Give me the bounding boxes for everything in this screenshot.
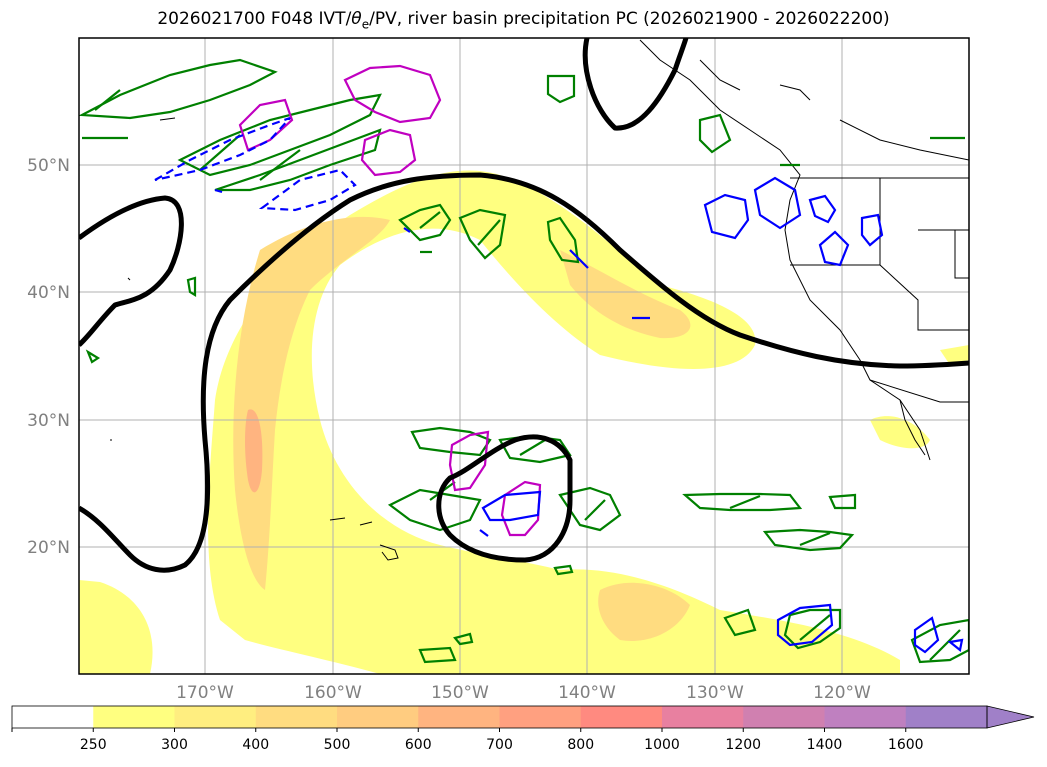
- ivt-core-north: [233, 216, 390, 591]
- colorbar-box: [418, 706, 500, 728]
- colorbar-tick-label: 600: [405, 737, 432, 753]
- colorbar-tick-label: 1600: [888, 737, 924, 753]
- ivt-core-east: [560, 250, 691, 339]
- colorbar-tick-label: 250: [80, 737, 107, 753]
- lon-labels: 170°W 160°W 150°W 140°W 130°W 120°W: [176, 683, 871, 703]
- colorbar-box: [93, 706, 175, 728]
- ivt-peak: [245, 409, 263, 493]
- ivt-core-south: [598, 582, 690, 641]
- colorbar-boxes: [12, 706, 988, 728]
- colorbar-ticks: 250 300 400 500 600 700 800 1000 1200 1400 1600: [11, 728, 924, 753]
- colorbar-box: [905, 706, 988, 728]
- coastlines: [110, 39, 969, 561]
- wind-contours: [154, 116, 964, 654]
- colorbar-tick-label: 300: [161, 737, 188, 753]
- colorbar-box: [12, 706, 94, 728]
- colorbar-box: [255, 706, 338, 728]
- lat-label-30n: 30°N: [27, 411, 70, 431]
- ivt-band-west: [79, 580, 153, 674]
- lon-label-130w: 130°W: [686, 683, 744, 703]
- colorbar-tick-label: 1200: [725, 737, 761, 753]
- lon-label-140w: 140°W: [558, 683, 616, 703]
- pv-contours: [79, 38, 969, 573]
- colorbar-box: [174, 706, 257, 728]
- lon-label-120w: 120°W: [813, 683, 871, 703]
- colorbar-box: [743, 706, 825, 728]
- map-title: 2026021700 F048 IVT/θe/PV, river basin p…: [157, 9, 890, 32]
- colorbar-box: [580, 706, 663, 728]
- lon-label-170w: 170°W: [176, 683, 234, 703]
- colorbar-tick-label: 400: [242, 737, 269, 753]
- colorbar-tick-label: 1000: [644, 737, 680, 753]
- theta-e-contours: [79, 58, 969, 664]
- colorbar-tick-label: 800: [567, 737, 594, 753]
- lat-label-40n: 40°N: [27, 283, 70, 303]
- map-frame: [78, 37, 970, 675]
- colorbar-extend-arrow: [986, 705, 1035, 729]
- colorbar-box: [824, 706, 907, 728]
- colorbar-box: [499, 706, 582, 728]
- magenta-contours: [238, 64, 542, 537]
- colorbar-box: [337, 706, 419, 728]
- colorbar-box: [662, 706, 744, 728]
- lat-label-20n: 20°N: [27, 538, 70, 558]
- lat-labels: 50°N 40°N 30°N 20°N: [27, 156, 70, 558]
- colorbar-tick-label: 1400: [807, 737, 843, 753]
- lon-label-160w: 160°W: [304, 683, 362, 703]
- ivt-band-outer: [208, 170, 900, 674]
- gridlines: [79, 38, 969, 674]
- lon-label-150w: 150°W: [431, 683, 489, 703]
- lat-label-50n: 50°N: [27, 156, 70, 176]
- colorbar-tick-label: 500: [324, 737, 351, 753]
- map-area: [79, 38, 969, 674]
- ivt-band-coast: [940, 345, 969, 365]
- colorbar-tick-label: 700: [486, 737, 513, 753]
